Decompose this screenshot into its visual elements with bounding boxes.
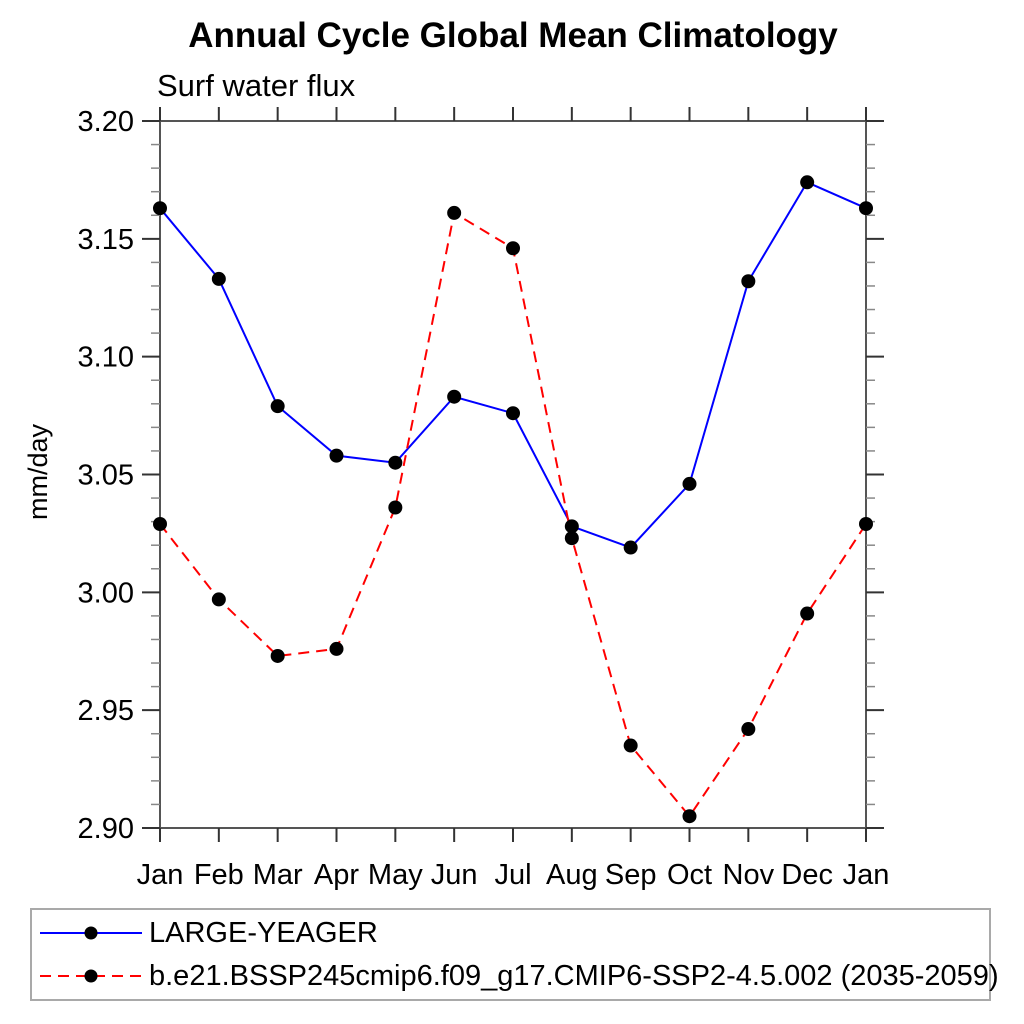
- series-marker-1: [623, 738, 638, 753]
- series-marker-1: [447, 205, 462, 220]
- series-marker-0: [623, 540, 638, 555]
- x-axis-tick-label: Dec: [781, 859, 833, 891]
- y-axis-tick-label: 3.00: [78, 577, 134, 609]
- series-marker-0: [682, 476, 697, 491]
- axis-box: [159, 120, 867, 829]
- y-axis-tick-label: 3.10: [78, 342, 134, 374]
- x-axis-tick-label: Nov: [723, 859, 775, 891]
- series-marker-1: [859, 516, 873, 531]
- x-axis-tick-label: Feb: [194, 859, 244, 891]
- legend-marker-dot-icon: [84, 926, 98, 940]
- series-marker-1: [153, 516, 167, 531]
- series-marker-1: [564, 531, 579, 546]
- x-axis-tick-label: Jan: [843, 859, 890, 891]
- legend-label: b.e21.BSSP245cmip6.f09_g17.CMIP6-SSP2-4.…: [149, 959, 999, 992]
- legend-label: LARGE-YEAGER: [149, 916, 378, 949]
- x-axis-tick-label: Aug: [546, 859, 598, 891]
- x-axis-tick-label: Jul: [494, 859, 531, 891]
- y-axis-tick-label: 2.90: [78, 813, 134, 845]
- series-marker-1: [506, 241, 520, 256]
- legend-dashed-line-icon: [40, 969, 142, 983]
- series-marker-0: [153, 201, 167, 216]
- plot-area: Jan Feb Mar Apr May Jun Jul Aug Sep Oct Nov Dec Jan 3…: [78, 106, 890, 891]
- legend-marker-dot-icon: [84, 969, 98, 983]
- series-line-1: [159, 211, 867, 818]
- series-marker-0: [447, 389, 462, 404]
- x-axis-tick-label: May: [368, 859, 423, 891]
- series-marker-1: [388, 500, 403, 515]
- x-axis-tick-label: Jan: [137, 859, 184, 891]
- series-marker-0: [388, 455, 403, 470]
- series-marker-1: [270, 648, 285, 663]
- series-marker-1: [682, 809, 697, 824]
- x-axis-tick-label: Jun: [431, 859, 478, 891]
- series-marker-1: [211, 592, 226, 607]
- series-marker-1: [800, 606, 815, 621]
- chart-title: Annual Cycle Global Mean Climatology: [188, 16, 838, 55]
- series-marker-1: [329, 641, 344, 656]
- x-axis-tick-label: Apr: [314, 859, 359, 891]
- y-axis-tick-label: 3.20: [78, 106, 134, 138]
- series-marker-1: [741, 722, 756, 737]
- series-marker-0: [211, 271, 226, 286]
- x-axis-tick-label: Mar: [253, 859, 303, 891]
- series-marker-0: [741, 274, 756, 289]
- series-marker-0: [506, 406, 520, 421]
- legend-item: b.e21.BSSP245cmip6.f09_g17.CMIP6-SSP2-4.…: [32, 955, 999, 998]
- legend-box: LARGE-YEAGER b.e21.BSSP245cmip6.f09_g17.…: [30, 908, 999, 1001]
- x-axis-tick-label: Sep: [605, 859, 657, 891]
- series-marker-0: [800, 175, 815, 190]
- series-marker-0: [859, 201, 873, 216]
- y-axis-tick-label: 3.15: [78, 224, 134, 256]
- legend-item: LARGE-YEAGER: [32, 912, 989, 955]
- y-axis-tick-label: 3.05: [78, 460, 134, 492]
- chart-subtitle: Surf water flux: [157, 68, 356, 103]
- series-line-0: [159, 181, 867, 549]
- legend-solid-line-icon: [40, 926, 142, 940]
- y-axis-tick-label: 2.95: [78, 695, 134, 727]
- x-axis-tick-label: Oct: [667, 859, 712, 891]
- series-marker-0: [564, 519, 579, 534]
- series-marker-0: [329, 448, 344, 463]
- series-marker-0: [270, 399, 285, 414]
